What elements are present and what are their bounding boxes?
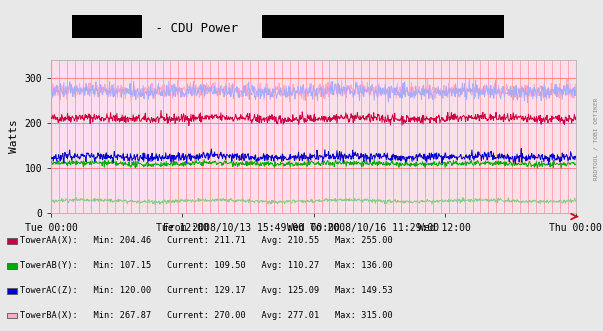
Y-axis label: Watts: Watts <box>9 120 19 153</box>
Text: From 2008/10/13 15:49:00 To 2008/10/16 11:29:00: From 2008/10/13 15:49:00 To 2008/10/16 1… <box>163 223 440 233</box>
Text: TowerAA(X):   Min: 204.46   Current: 211.71   Avg: 210.55   Max: 255.00: TowerAA(X): Min: 204.46 Current: 211.71 … <box>20 236 393 246</box>
Text: TowerAB(Y):   Min: 107.15   Current: 109.50   Avg: 110.27   Max: 136.00: TowerAB(Y): Min: 107.15 Current: 109.50 … <box>20 261 393 270</box>
Text: TowerBA(X):   Min: 267.87   Current: 270.00   Avg: 277.01   Max: 315.00: TowerBA(X): Min: 267.87 Current: 270.00 … <box>20 311 393 320</box>
Text: RRDTOOL / TOBI OETIKER: RRDTOOL / TOBI OETIKER <box>593 98 598 180</box>
Text: TowerAC(Z):   Min: 120.00   Current: 129.17   Avg: 125.09   Max: 149.53: TowerAC(Z): Min: 120.00 Current: 129.17 … <box>20 286 393 295</box>
Text: - CDU Power: - CDU Power <box>148 22 238 35</box>
